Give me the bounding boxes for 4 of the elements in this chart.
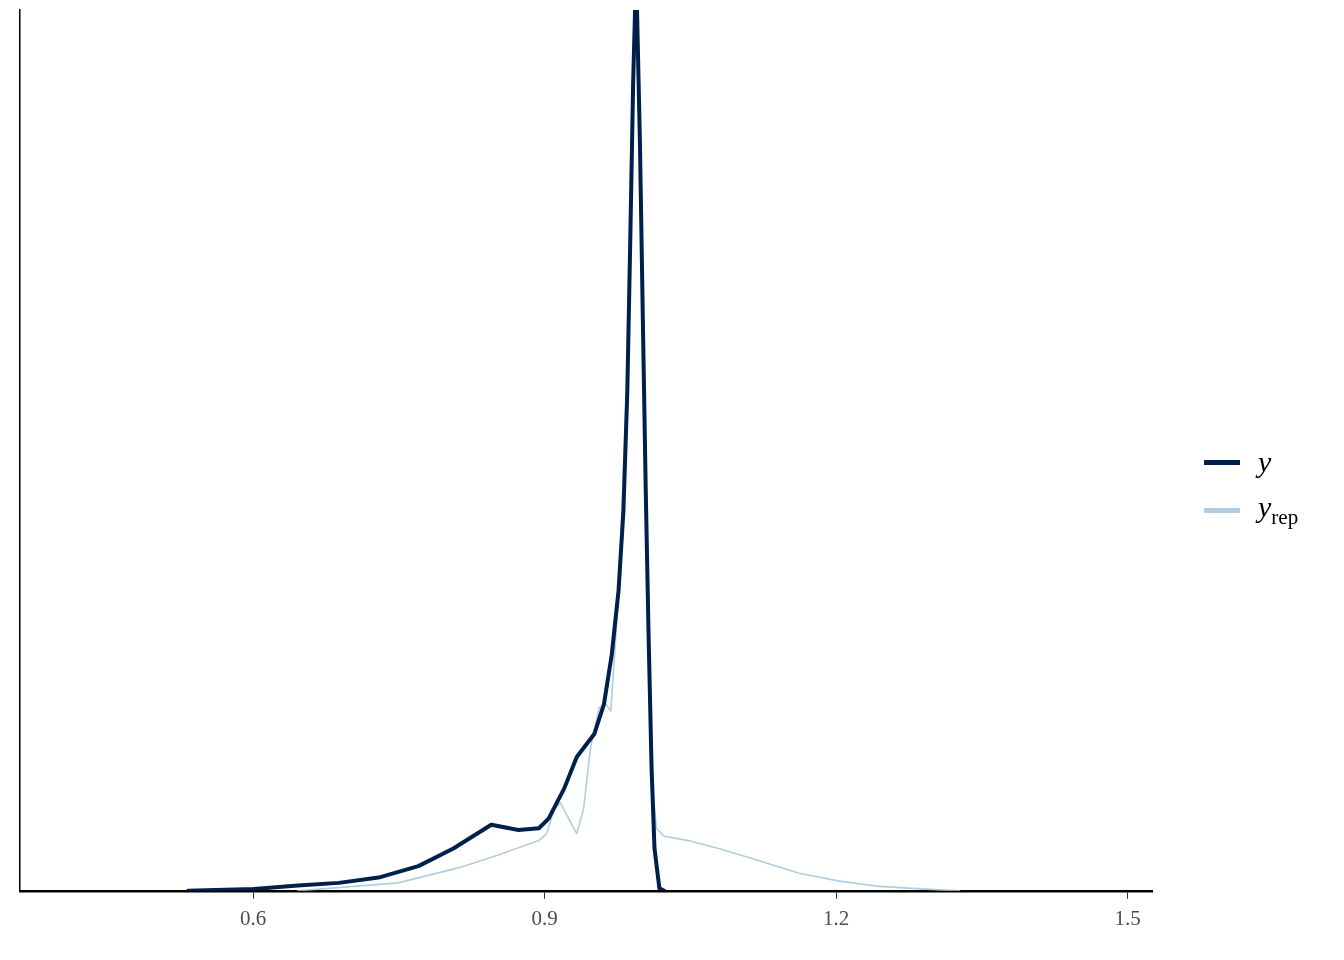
x-tick-label: 0.9 xyxy=(531,905,558,930)
x-tick-label: 1.2 xyxy=(823,905,850,930)
x-tick-label: 1.5 xyxy=(1114,905,1141,930)
x-tick-label: 0.6 xyxy=(240,905,267,930)
